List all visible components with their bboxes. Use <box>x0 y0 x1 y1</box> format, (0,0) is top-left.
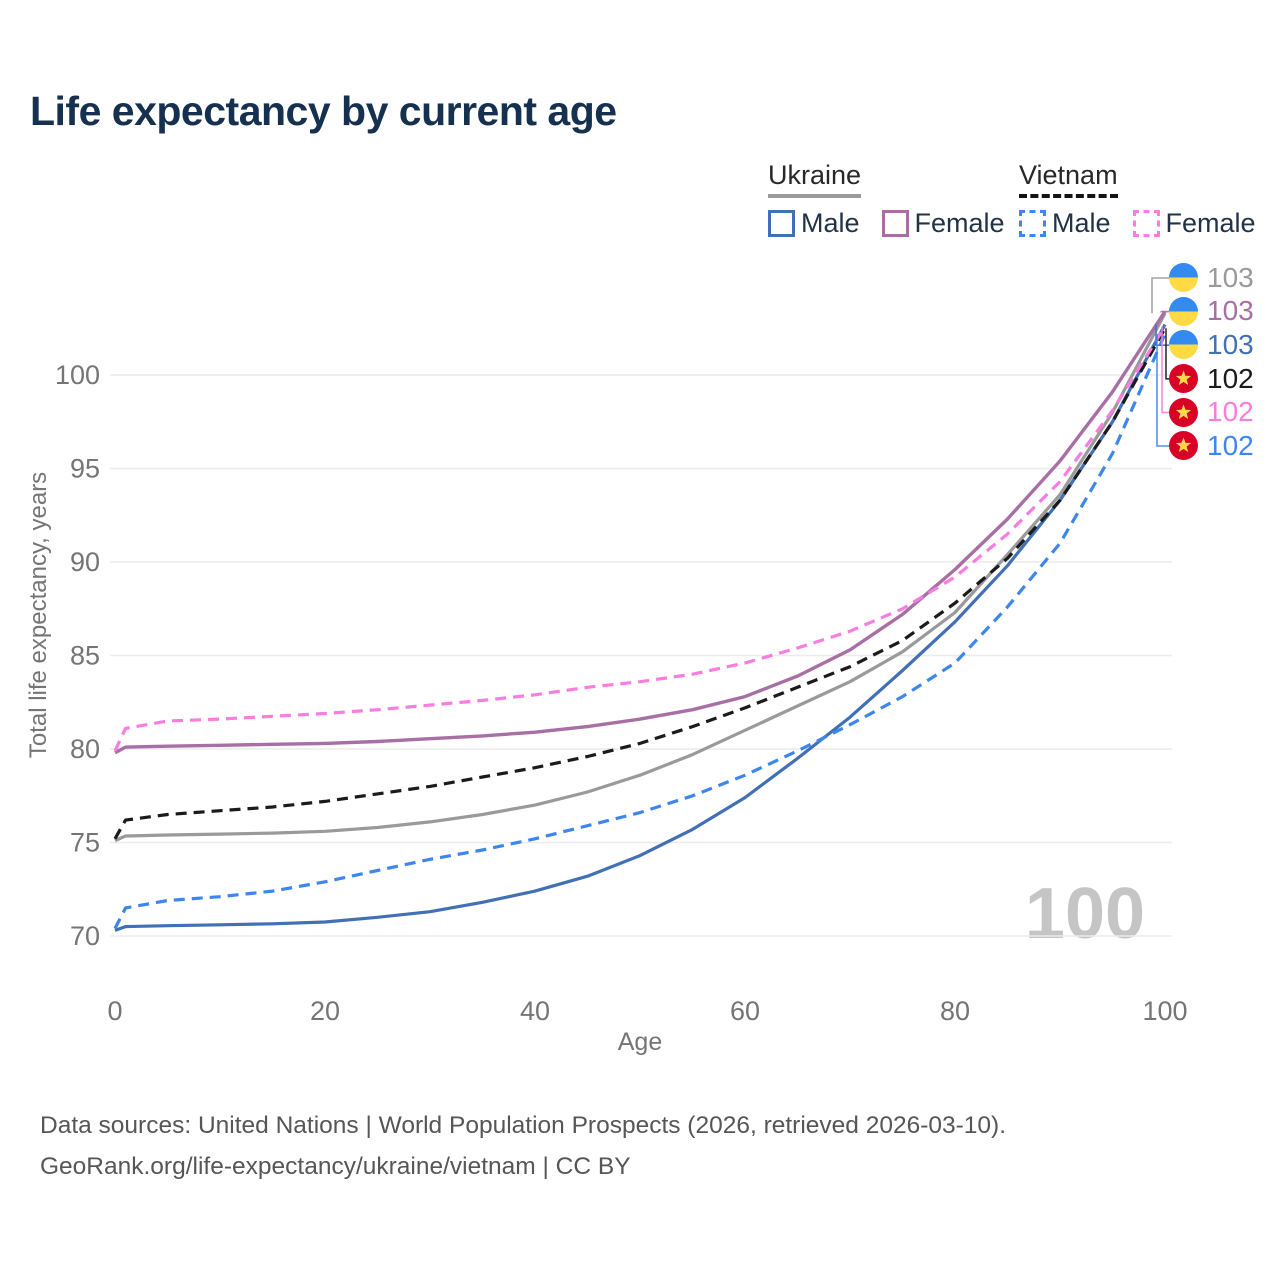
vietnam-flag-icon <box>1169 431 1198 461</box>
y-tick-label-85: 85 <box>70 641 100 671</box>
end-label-connector-vietnam-total <box>1165 328 1170 380</box>
series-line-vietnam-total[interactable] <box>113 327 1167 840</box>
x-tick-label-20: 20 <box>310 996 340 1026</box>
vietnam-male-swatch-icon <box>1019 210 1046 237</box>
end-label-vietnam-female: 102 <box>1169 395 1254 429</box>
legend-item-label: Male <box>1052 208 1111 238</box>
data-source-line1: Data sources: United Nations | World Pop… <box>40 1112 1007 1139</box>
legend-item-ukraine-female[interactable]: Female <box>881 208 1005 239</box>
series-line-vietnam-female[interactable] <box>113 325 1167 752</box>
y-tick-label-90: 90 <box>70 547 100 577</box>
legend-country-vietnam: Vietnam <box>1019 160 1118 198</box>
legend-item-label: Female <box>1165 208 1256 238</box>
legend-item-label: Female <box>914 208 1005 238</box>
legend-country-ukraine: Ukraine <box>768 160 862 198</box>
legend-group-ukraine: Ukraine Male Female <box>768 160 1005 239</box>
legend-item-label: Male <box>801 208 860 238</box>
vietnam-flag-icon <box>1169 397 1198 427</box>
ukraine-flag-icon <box>1169 263 1198 293</box>
vietnam-flag-icon <box>1169 364 1198 394</box>
end-label-ukraine-male: 103 <box>1169 328 1254 362</box>
end-label-connector-ukraine-total <box>1151 277 1170 314</box>
end-label-ukraine-female: 103 <box>1169 295 1254 329</box>
ukraine-flag-icon <box>1169 296 1198 326</box>
end-label-vietnam-total: 102 <box>1169 362 1254 396</box>
vietnam-female-swatch-icon <box>1132 210 1160 237</box>
series-line-ukraine-female[interactable] <box>114 310 1167 755</box>
series-line-ukraine-total[interactable] <box>114 312 1167 843</box>
y-tick-label-100: 100 <box>55 360 100 390</box>
y-axis-title: Total life expectancy, years <box>25 472 52 758</box>
legend-item-vietnam-female[interactable]: Female <box>1132 208 1256 239</box>
end-label-vietnam-male: 102 <box>1169 429 1254 463</box>
end-label-connector-vietnam-male <box>1156 333 1170 447</box>
legend-item-vietnam-male[interactable]: Male <box>1019 208 1111 239</box>
legend-group-vietnam: Vietnam Male Female <box>1019 160 1256 239</box>
ukraine-male-swatch-icon <box>768 210 795 237</box>
y-tick-label-70: 70 <box>70 921 100 951</box>
y-tick-label-75: 75 <box>70 828 100 858</box>
x-tick-label-0: 0 <box>107 996 122 1026</box>
x-tick-label-40: 40 <box>520 996 550 1026</box>
y-tick-label-80: 80 <box>70 734 100 764</box>
ukraine-female-swatch-icon <box>881 210 909 237</box>
x-tick-label-80: 80 <box>940 996 970 1026</box>
series-line-vietnam-male[interactable] <box>113 333 1167 930</box>
x-tick-label-100: 100 <box>1142 996 1187 1026</box>
data-source-note: Data sources: United Nations | World Pop… <box>40 1105 1006 1187</box>
y-tick-label-95: 95 <box>70 454 100 484</box>
legend-item-ukraine-male[interactable]: Male <box>768 208 860 239</box>
series-end-labels: 103 103 103 102 <box>1169 261 1254 463</box>
series-line-ukraine-male[interactable] <box>114 323 1167 932</box>
watermark: 100 <box>1025 874 1145 954</box>
data-source-line2: GeoRank.org/life-expectancy/ukraine/viet… <box>40 1153 631 1180</box>
end-label-ukraine-total: 103 <box>1169 261 1254 295</box>
page-title: Life expectancy by current age <box>30 88 617 134</box>
ukraine-flag-icon <box>1169 330 1198 360</box>
x-axis-title: Age <box>618 1028 662 1056</box>
end-label-connector-vietnam-female <box>1161 326 1170 414</box>
x-tick-label-60: 60 <box>730 996 760 1026</box>
